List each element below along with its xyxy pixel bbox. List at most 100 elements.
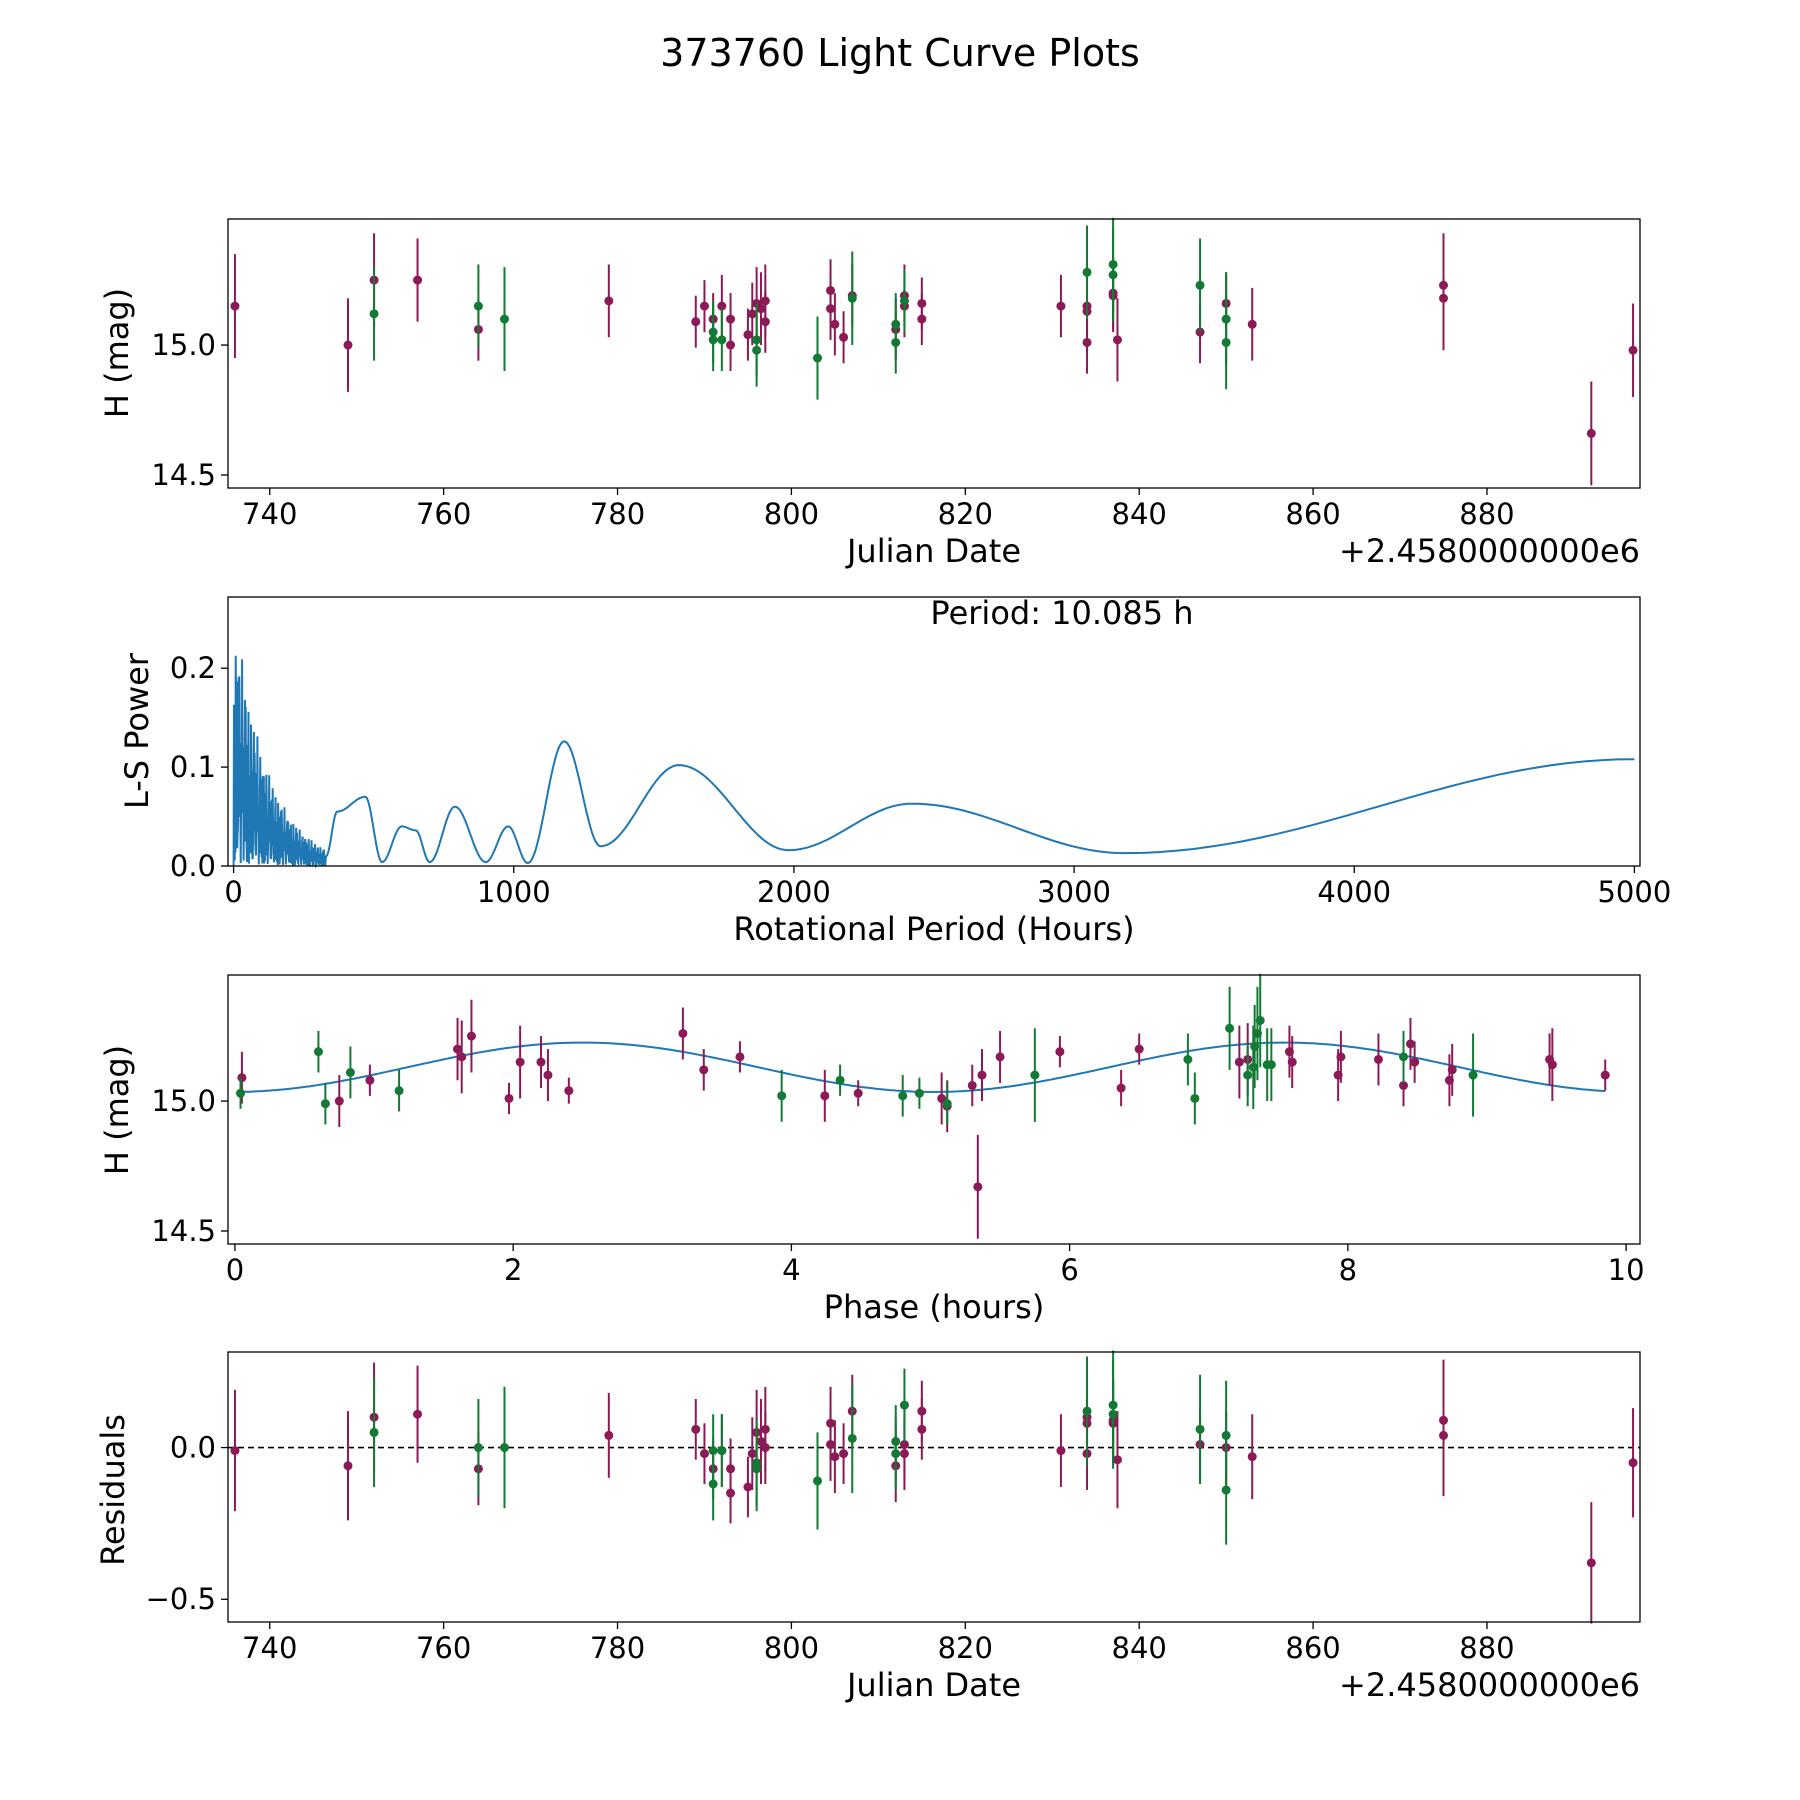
data-point-purple (1600, 1070, 1610, 1080)
phase-axes-frame (227, 974, 1641, 1245)
residuals-ticks: 740 760 780 800 820 840 860 880 −0.5 0.0 (146, 1431, 1515, 1665)
x-tick-label: 3000 (1037, 875, 1111, 909)
data-point-green (499, 1443, 509, 1453)
data-point-green (369, 1427, 379, 1437)
phase-xlabel: Phase (hours) (824, 1288, 1045, 1326)
data-point-purple (1112, 335, 1122, 345)
phase-panel: 0 2 4 6 8 10 14.5 15.0 Phase (hours) H (mag) (98, 973, 1645, 1326)
data-point-green (1248, 1062, 1258, 1072)
data-point-purple (453, 1044, 463, 1054)
light-curve-offset-label: +2.4580000000e6 (1339, 532, 1640, 570)
data-point-purple (536, 1057, 546, 1067)
x-tick-label: 780 (590, 497, 645, 531)
data-point-purple (995, 1052, 1005, 1062)
data-point-green (313, 1047, 323, 1057)
x-tick-label: 4 (782, 1253, 800, 1287)
periodogram-ticks: 0 1000 2000 3000 4000 5000 0.0 0.1 0.2 (170, 651, 1671, 909)
y-tick-label: −0.5 (146, 1582, 216, 1616)
residuals-panel: 740 760 780 800 820 840 860 880 −0.5 0.0 Julian D… (94, 1350, 1641, 1704)
x-tick-label: 4000 (1317, 875, 1391, 909)
light-curve-axes-frame (227, 218, 1641, 489)
data-point-purple (760, 317, 770, 327)
data-point-purple (1056, 1446, 1066, 1456)
data-point-green (899, 296, 909, 306)
x-tick-label: 0 (224, 875, 242, 909)
data-point-purple (1234, 1057, 1244, 1067)
data-point-purple (747, 1449, 757, 1459)
data-point-purple (1586, 1558, 1596, 1568)
data-point-green (914, 1088, 924, 1098)
y-tick-label: 15.0 (151, 328, 216, 362)
data-point-green (891, 337, 901, 347)
data-point-green (1082, 1406, 1092, 1416)
data-point-purple (230, 1446, 240, 1456)
data-point-purple (237, 1073, 247, 1083)
data-point-green (1243, 1070, 1253, 1080)
x-tick-label: 880 (1459, 1631, 1514, 1665)
data-point-purple (1628, 1458, 1638, 1468)
data-point-purple (1399, 1080, 1409, 1090)
data-point-green (1190, 1093, 1200, 1103)
data-point-green (1255, 1015, 1265, 1025)
data-point-green (473, 301, 483, 311)
data-point-purple (1134, 1044, 1144, 1054)
x-tick-label: 760 (416, 1631, 471, 1665)
data-point-purple (973, 1182, 983, 1192)
data-point-purple (1373, 1054, 1383, 1064)
data-point-purple (413, 1409, 423, 1419)
data-point-green (899, 1400, 909, 1410)
residuals-axes-frame (227, 1351, 1641, 1623)
data-point-green (1183, 1054, 1193, 1064)
period-annotation: Period: 10.085 h (930, 594, 1193, 632)
data-point-purple (504, 1093, 514, 1103)
data-point-purple (1247, 1452, 1257, 1462)
x-tick-label: 860 (1285, 1631, 1340, 1665)
periodogram-panel: 0 1000 2000 3000 4000 5000 0.0 0.1 0.2 Rotationa… (118, 594, 1671, 948)
data-point-purple (917, 1406, 927, 1416)
y-tick-label: 0.1 (170, 750, 216, 784)
x-tick-label: 840 (1112, 1631, 1167, 1665)
data-point-purple (699, 1065, 709, 1075)
data-point-purple (1336, 1052, 1346, 1062)
data-point-green (1108, 270, 1118, 280)
periodogram-ylabel: L-S Power (118, 652, 156, 809)
x-tick-label: 740 (242, 1631, 297, 1665)
y-tick-label: 0.2 (170, 651, 216, 685)
data-point-green (1195, 280, 1205, 290)
data-point-green (1266, 1060, 1276, 1070)
data-point-purple (820, 1091, 830, 1101)
data-point-purple (1586, 428, 1596, 438)
data-point-purple (726, 340, 736, 350)
phase-ylabel: H (mag) (98, 1045, 136, 1175)
data-point-purple (691, 1424, 701, 1434)
periodogram-axes-frame (227, 596, 1641, 867)
x-tick-label: 0 (226, 1253, 244, 1287)
data-point-purple (1439, 293, 1449, 303)
data-point-green (717, 335, 727, 345)
data-point-green (499, 314, 509, 324)
data-point-purple (343, 1461, 353, 1471)
data-point-green (891, 1449, 901, 1459)
data-point-purple (1628, 345, 1638, 355)
data-point-purple (604, 296, 614, 306)
data-point-purple (564, 1086, 574, 1096)
data-point-purple (1247, 319, 1257, 329)
residuals-offset-label: +2.4580000000e6 (1339, 1666, 1640, 1704)
data-point-purple (717, 301, 727, 311)
x-tick-label: 2 (504, 1253, 522, 1287)
data-point-green (1221, 337, 1231, 347)
data-point-purple (967, 1080, 977, 1090)
phase-ticks: 0 2 4 6 8 10 14.5 15.0 (151, 1084, 1644, 1287)
data-point-purple (726, 1488, 736, 1498)
data-point-purple (604, 1430, 614, 1440)
y-tick-label: 14.5 (151, 458, 216, 492)
data-point-purple (917, 314, 927, 324)
data-point-purple (1547, 1060, 1557, 1070)
light-curve-panel: 740 760 780 800 820 840 860 880 14.5 15.0 Julian … (98, 217, 1641, 570)
data-point-purple (343, 340, 353, 350)
data-point-green (320, 1099, 330, 1109)
x-tick-label: 820 (938, 497, 993, 531)
data-point-green (394, 1086, 404, 1096)
data-point-purple (1056, 301, 1066, 311)
y-tick-label: 15.0 (151, 1084, 216, 1118)
